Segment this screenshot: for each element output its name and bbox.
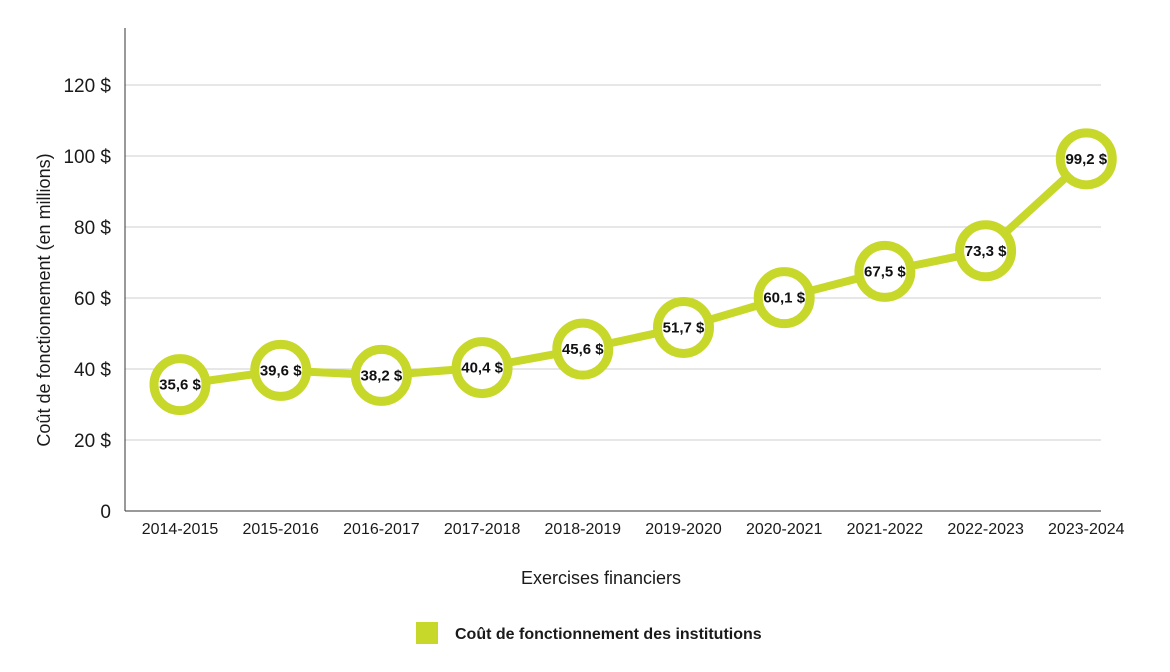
legend-label: Coût de fonctionnement des institutions xyxy=(455,626,762,643)
data-point xyxy=(854,240,916,302)
y-tick-label: 60 $ xyxy=(74,289,111,310)
data-label: 45,6 $ xyxy=(562,341,604,358)
y-tick-label: 80 $ xyxy=(74,218,111,239)
data-label: 60,1 $ xyxy=(763,290,805,307)
x-tick-label: 2016-2017 xyxy=(343,521,420,538)
data-label: 67,5 $ xyxy=(864,263,906,280)
x-tick-labels: 2014-2015 2015-2016 2016-2017 2017-2018 2018… xyxy=(142,521,1125,538)
data-point xyxy=(955,220,1017,282)
x-axis-title: Exercises financiers xyxy=(521,568,681,588)
series-line xyxy=(176,154,1091,389)
x-tick-label: 2020-2021 xyxy=(746,521,823,538)
data-point xyxy=(753,267,815,329)
x-tick-label: 2023-2024 xyxy=(1048,521,1125,538)
data-point xyxy=(350,344,412,406)
y-tick-label: 0 xyxy=(100,502,111,523)
y-tick-label: 40 $ xyxy=(74,360,111,381)
data-label: 39,6 $ xyxy=(260,362,302,379)
x-tick-label: 2021-2022 xyxy=(847,521,924,538)
y-axis-title: Coût de fonctionnement (en millions) xyxy=(34,153,54,446)
x-tick-label: 2018-2019 xyxy=(545,521,622,538)
data-point xyxy=(1055,128,1117,190)
legend: Coût de fonctionnement des institutions xyxy=(416,622,762,644)
y-tick-label: 20 $ xyxy=(74,431,111,452)
data-label: 40,4 $ xyxy=(461,360,503,377)
data-label: 35,6 $ xyxy=(159,377,201,394)
x-tick-label: 2017-2018 xyxy=(444,521,521,538)
data-point xyxy=(149,354,211,416)
markers-group: 35,6 $ 39,6 $ 38,2 $ 40,4 $ 45,6 $ 51,7 $ 60,1… xyxy=(149,128,1117,416)
data-label: 38,2 $ xyxy=(361,367,403,384)
x-tick-label: 2014-2015 xyxy=(142,521,219,538)
data-point xyxy=(653,296,714,358)
data-point xyxy=(250,339,312,401)
data-point xyxy=(552,318,614,380)
x-tick-label: 2015-2016 xyxy=(242,521,319,538)
data-label: 73,3 $ xyxy=(965,243,1007,260)
x-tick-label: 2022-2023 xyxy=(947,521,1024,538)
data-point xyxy=(451,337,513,399)
x-tick-label: 2019-2020 xyxy=(645,521,722,538)
data-label: 99,2 $ xyxy=(1065,151,1107,168)
series-group xyxy=(176,154,1091,389)
y-tick-labels: 0 20 $ 40 $ 60 $ 80 $ 100 $ 120 $ xyxy=(63,76,111,523)
y-tick-label: 100 $ xyxy=(63,147,111,168)
data-label: 51,7 $ xyxy=(663,319,705,336)
axes xyxy=(124,28,1101,512)
legend-swatch xyxy=(416,622,438,644)
y-tick-label: 120 $ xyxy=(63,76,111,97)
